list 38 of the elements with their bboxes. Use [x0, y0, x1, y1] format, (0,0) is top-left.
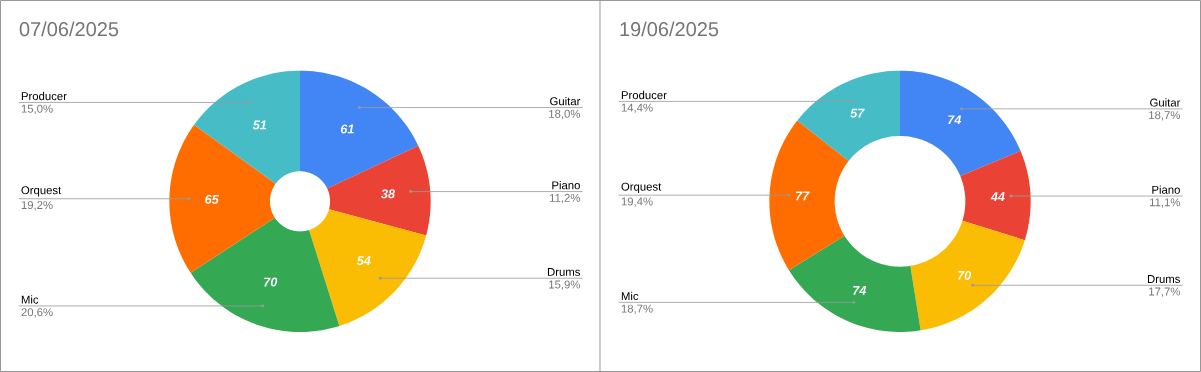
slice-label: Producer: [21, 91, 67, 101]
text: 17,7%: [1149, 287, 1181, 297]
data-label: 57: [850, 108, 865, 118]
slice-label: Mic: [21, 295, 39, 304]
text: 20,6%: [21, 308, 53, 318]
data-label: 61: [340, 124, 354, 134]
slice-label: Guitar: [550, 96, 581, 106]
text: 18,7%: [621, 304, 653, 314]
slice-label: Drums: [547, 268, 580, 276]
text: 18,0%: [549, 109, 581, 120]
chart-title: 19/06/2025: [620, 21, 719, 37]
data-label: 44: [990, 192, 1005, 202]
data-label: 74: [948, 115, 962, 125]
text: 11,1%: [1149, 198, 1181, 208]
text: 15,9%: [549, 280, 581, 290]
slice-label: Piano: [1152, 185, 1180, 194]
text: 11,2%: [549, 193, 581, 204]
data-label: 65: [205, 194, 219, 204]
slice-label: Orquest: [21, 186, 62, 197]
slice-label: Guitar: [1150, 98, 1181, 107]
slice-label: Mic: [621, 291, 639, 301]
chart-title: 07/06/2025: [19, 21, 119, 37]
data-label: 51: [252, 120, 267, 130]
slice-label: Orquest: [621, 182, 662, 193]
data-label: 54: [356, 256, 371, 266]
text: 18,7%: [1149, 111, 1181, 121]
slice-label: Producer: [621, 90, 667, 100]
data-label: 38: [381, 189, 396, 199]
text: 15,0%: [21, 104, 53, 115]
data-label: 70: [958, 270, 972, 280]
text: 19,4%: [621, 197, 653, 207]
text: 14,4%: [621, 103, 653, 113]
text: 19,2%: [21, 201, 53, 211]
data-label: 77: [795, 191, 810, 201]
data-label: 70: [264, 277, 278, 287]
slice-label: Drums: [1147, 275, 1180, 283]
slice-label: Piano: [552, 180, 580, 190]
data-label: 74: [853, 286, 867, 295]
